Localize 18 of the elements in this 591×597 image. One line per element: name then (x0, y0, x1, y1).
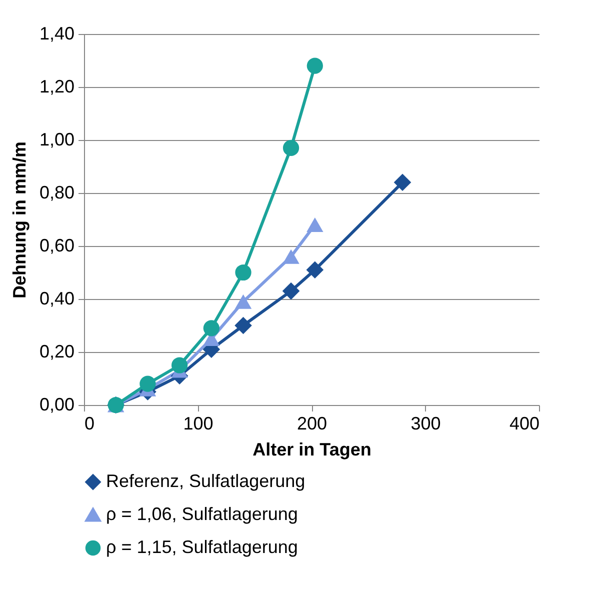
x-tick-label: 400 (509, 414, 540, 434)
y-axis-title: Dehnung in mm/m (9, 142, 30, 298)
x-tick-label: 300 (410, 414, 441, 434)
y-tick-label: 1,40 (39, 24, 74, 44)
legend-label: ρ = 1,15, Sulfatlagerung (106, 537, 298, 557)
y-tick-label: 0,20 (39, 342, 74, 362)
y-tick-label: 0,60 (39, 236, 74, 256)
legend-label: ρ = 1,06, Sulfatlagerung (106, 504, 298, 524)
x-axis-title: Alter in Tagen (252, 440, 372, 460)
y-tick-label: 0,40 (39, 288, 74, 308)
x-tick-label: 200 (296, 414, 328, 434)
x-tick-label: 100 (183, 414, 214, 434)
x-tick-label: 0 (84, 414, 95, 434)
legend-label: Referenz, Sulfatlagerung (106, 471, 306, 491)
y-tick-label: 0,80 (39, 182, 74, 202)
y-tick-label: 1,00 (39, 130, 74, 150)
y-tick-label: 1,20 (39, 76, 74, 96)
y-tick-label: 0,00 (39, 394, 74, 414)
